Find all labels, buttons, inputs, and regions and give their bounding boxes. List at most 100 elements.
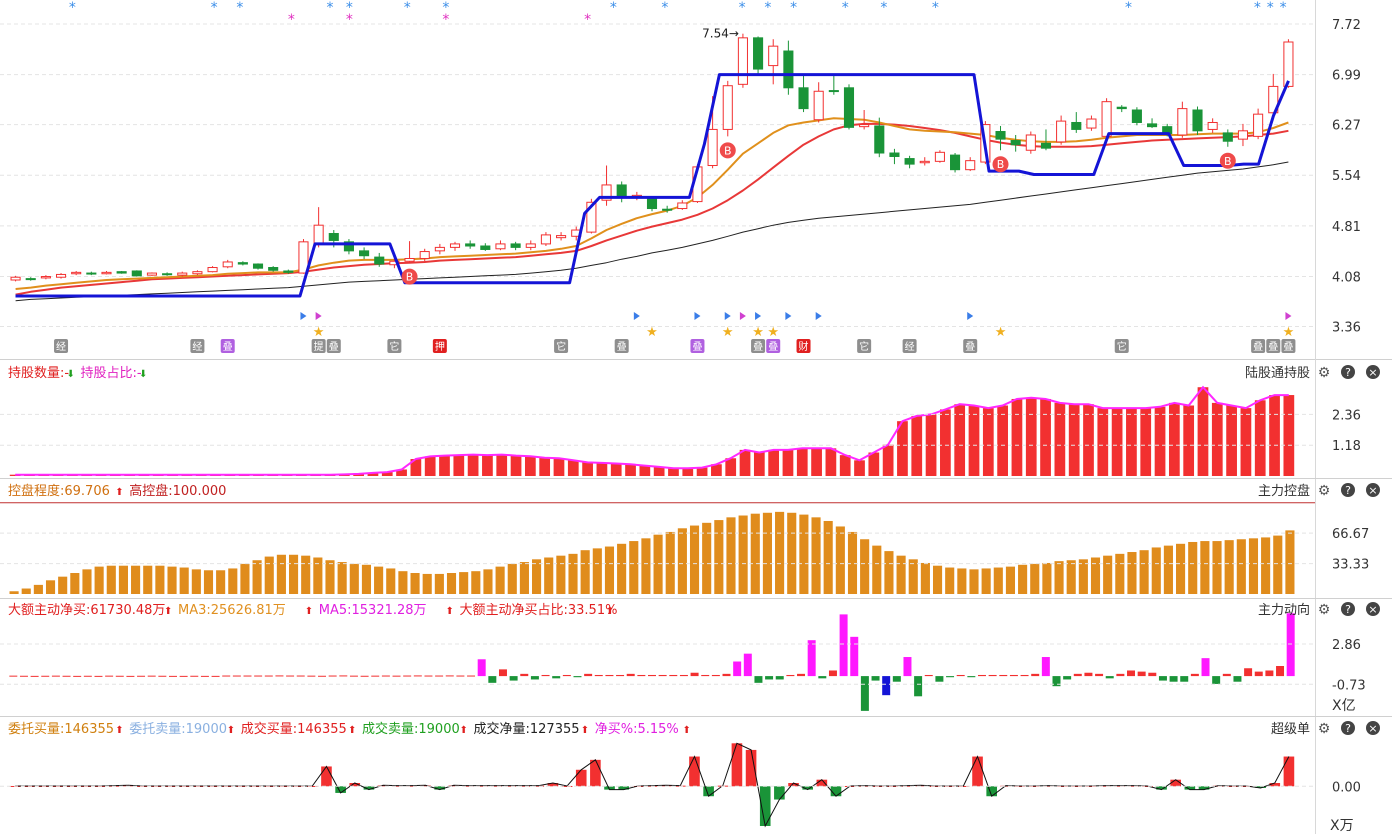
candle-body: [71, 271, 82, 275]
data-bar: [1168, 402, 1180, 476]
badge-bg: [311, 339, 326, 353]
candle-body: [1010, 140, 1021, 146]
data-bar: [33, 584, 43, 594]
star-icon: *: [610, 0, 617, 16]
data-bar: [191, 569, 201, 594]
data-bar: [594, 674, 603, 677]
data-bar: [105, 675, 114, 677]
candle-body: [556, 235, 567, 239]
badge-text: 叠: [1253, 341, 1263, 353]
data-bar: [51, 675, 60, 677]
candle-body: [1025, 134, 1036, 151]
arrow-icon: ⬆: [683, 725, 691, 736]
badge-bg: [1114, 339, 1129, 353]
data-bar: [1198, 786, 1210, 790]
data-bar: [519, 562, 529, 594]
candle-body: [1131, 109, 1142, 123]
panel-title: 主力动向: [1258, 602, 1310, 618]
flag-icon: [815, 312, 822, 320]
arrow-icon: ⬆: [115, 487, 123, 498]
data-bar: [968, 405, 980, 476]
badge-bg: [432, 339, 447, 353]
data-bar: [1031, 673, 1040, 677]
b-marker-circle: [992, 156, 1009, 173]
data-bar: [232, 675, 241, 677]
data-bar: [435, 675, 444, 677]
b-marker-circle: [401, 268, 418, 285]
data-bar: [830, 786, 842, 797]
flag-icon: [315, 312, 322, 320]
y-tick-label: 0.00: [1332, 780, 1361, 795]
candle-body: [40, 276, 51, 279]
data-bar: [1154, 406, 1166, 476]
signal-badge: 提: [311, 339, 326, 353]
data-bar: [424, 675, 433, 677]
ma-black-line: [15, 161, 1289, 302]
data-bar: [897, 421, 908, 476]
data-bar: [935, 676, 944, 682]
data-bar: [669, 674, 678, 677]
data-bar: [816, 779, 828, 787]
data-bar: [1255, 786, 1266, 788]
data-bar: [1184, 786, 1196, 790]
candle-body: [55, 273, 67, 278]
candle-body: [965, 160, 976, 171]
star-icon: ★: [1283, 325, 1295, 340]
help-icon-glyph: ?: [1345, 484, 1351, 497]
data-bar: [775, 676, 784, 680]
data-bar: [668, 468, 679, 476]
data-bar: [689, 525, 700, 594]
ma-red-line: [15, 122, 1289, 296]
data-bar: [658, 674, 667, 677]
data-bar: [483, 569, 493, 594]
data-bar: [453, 455, 465, 476]
y-tick-label: 66.67: [1332, 527, 1369, 542]
data-bar: [169, 675, 177, 677]
data-bar: [860, 676, 869, 711]
candle-body: [843, 87, 855, 128]
data-bar: [1140, 408, 1152, 476]
data-bar: [605, 674, 614, 677]
candle-body: [722, 85, 733, 130]
legend-text: MA5:15321.28万: [319, 603, 427, 618]
data-bar: [439, 455, 450, 476]
signal-badge: 它: [387, 339, 402, 353]
signal-badge: 叠: [1251, 339, 1266, 353]
help-icon-bg: [1341, 721, 1355, 735]
panel-title: 超级单: [1271, 722, 1310, 737]
data-bar: [467, 454, 479, 476]
data-bar: [722, 673, 731, 677]
help-icon-bg: [1341, 483, 1355, 497]
gear-icon: ⚙: [1318, 365, 1331, 381]
badge-bg: [554, 339, 569, 353]
data-bar: [807, 640, 816, 677]
data-bar: [70, 573, 80, 594]
legend-text: 委托买量:146355: [8, 722, 114, 737]
b-marker-circle: [719, 142, 736, 159]
candle-body: [283, 270, 294, 273]
signal-badge: 叠: [1281, 339, 1296, 353]
data-bar: [946, 676, 955, 678]
data-bar: [1090, 557, 1101, 594]
b-marker-icon: B: [401, 268, 418, 285]
data-bar: [641, 538, 651, 594]
data-bar: [495, 566, 505, 594]
data-bar: [745, 749, 757, 787]
b-marker-text: B: [724, 144, 732, 157]
data-bar: [337, 562, 347, 594]
data-bar: [318, 675, 327, 677]
star-icon: *: [1254, 0, 1261, 16]
data-bar: [1020, 674, 1029, 677]
data-bar: [1286, 613, 1295, 677]
data-bar: [1244, 668, 1253, 677]
data-bar: [476, 785, 488, 787]
signal-badge: 叠: [220, 339, 235, 353]
data-bar: [1103, 555, 1113, 594]
star-icon: *: [739, 0, 746, 16]
data-bar: [381, 472, 393, 476]
candle-body: [177, 272, 188, 276]
data-bar: [392, 675, 401, 677]
flag-icon: [967, 312, 974, 320]
badge-bg: [614, 339, 629, 353]
data-bar: [1083, 404, 1094, 476]
